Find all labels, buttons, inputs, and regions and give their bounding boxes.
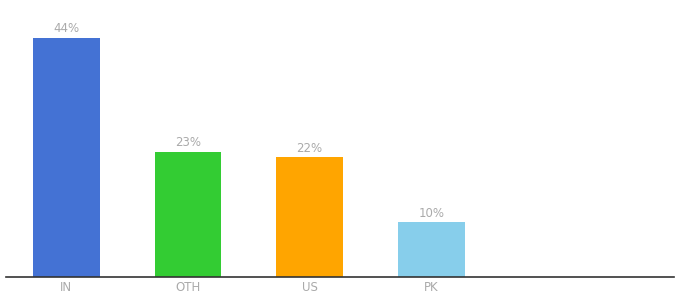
Text: 23%: 23% xyxy=(175,136,201,149)
Text: 44%: 44% xyxy=(53,22,80,35)
Bar xyxy=(276,157,343,277)
Text: 22%: 22% xyxy=(296,142,322,154)
Bar xyxy=(154,152,222,277)
Text: 10%: 10% xyxy=(418,207,444,220)
Bar xyxy=(33,38,100,277)
Bar xyxy=(398,222,464,277)
